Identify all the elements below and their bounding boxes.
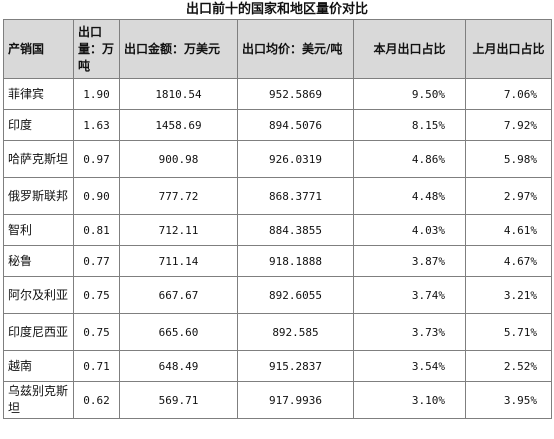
this-month-cell: 4.86% <box>353 140 466 178</box>
last-month-cell: 2.52% <box>465 350 552 382</box>
this-month-cell: 3.87% <box>353 245 466 277</box>
price-cell: 892.585 <box>237 313 354 351</box>
last-month-cell: 7.92% <box>465 109 552 141</box>
country-cell: 阿尔及利亚 <box>3 276 74 314</box>
table-title: 出口前十的国家和地区量价对比 <box>185 2 368 17</box>
volume-cell: 0.75 <box>73 276 120 314</box>
amount-cell: 712.11 <box>119 214 238 246</box>
country-cell: 乌兹别克斯坦 <box>3 381 74 419</box>
volume-cell: 0.90 <box>73 177 120 215</box>
amount-cell: 1458.69 <box>119 109 238 141</box>
table-row: 越南 0.71 648.49 915.2837 3.54% 2.52% <box>3 350 552 382</box>
table-row: 乌兹别克斯坦 0.62 569.71 917.9936 3.10% 3.95% <box>3 381 552 419</box>
header-price: 出口均价：美元/吨 <box>237 19 354 79</box>
amount-cell: 665.60 <box>119 313 238 351</box>
table-row: 菲律宾 1.90 1810.54 952.5869 9.50% 7.06% <box>3 78 552 110</box>
header-this-month-share: 本月出口占比 <box>353 19 466 79</box>
last-month-cell: 5.98% <box>465 140 552 178</box>
amount-cell: 711.14 <box>119 245 238 277</box>
country-cell: 智利 <box>3 214 74 246</box>
table-row: 秘鲁 0.77 711.14 918.1888 3.87% 4.67% <box>3 245 552 277</box>
last-month-cell: 4.67% <box>465 245 552 277</box>
header-last-month-share: 上月出口占比 <box>465 19 552 79</box>
table-row: 印度 1.63 1458.69 894.5076 8.15% 7.92% <box>3 109 552 141</box>
this-month-cell: 9.50% <box>353 78 466 110</box>
this-month-cell: 3.73% <box>353 313 466 351</box>
volume-cell: 0.75 <box>73 313 120 351</box>
table-row: 哈萨克斯坦 0.97 900.98 926.0319 4.86% 5.98% <box>3 140 552 178</box>
price-cell: 892.6055 <box>237 276 354 314</box>
amount-cell: 900.98 <box>119 140 238 178</box>
last-month-cell: 2.97% <box>465 177 552 215</box>
price-cell: 894.5076 <box>237 109 354 141</box>
amount-cell: 1810.54 <box>119 78 238 110</box>
country-cell: 俄罗斯联邦 <box>3 177 74 215</box>
country-cell: 越南 <box>3 350 74 382</box>
last-month-cell: 3.21% <box>465 276 552 314</box>
amount-cell: 569.71 <box>119 381 238 419</box>
price-cell: 926.0319 <box>237 140 354 178</box>
price-cell: 915.2837 <box>237 350 354 382</box>
volume-cell: 0.77 <box>73 245 120 277</box>
last-month-cell: 3.95% <box>465 381 552 419</box>
this-month-cell: 4.48% <box>353 177 466 215</box>
price-cell: 868.3771 <box>237 177 354 215</box>
country-cell: 哈萨克斯坦 <box>3 140 74 178</box>
header-volume: 出口量：万吨 <box>73 19 120 79</box>
this-month-cell: 3.10% <box>353 381 466 419</box>
volume-cell: 1.90 <box>73 78 120 110</box>
last-month-cell: 5.71% <box>465 313 552 351</box>
amount-cell: 648.49 <box>119 350 238 382</box>
price-cell: 918.1888 <box>237 245 354 277</box>
volume-cell: 0.81 <box>73 214 120 246</box>
country-cell: 印度尼西亚 <box>3 313 74 351</box>
country-cell: 秘鲁 <box>3 245 74 277</box>
price-cell: 884.3855 <box>237 214 354 246</box>
header-country: 产销国 <box>3 19 74 79</box>
volume-cell: 0.97 <box>73 140 120 178</box>
country-cell: 印度 <box>3 109 74 141</box>
last-month-cell: 7.06% <box>465 78 552 110</box>
header-row: 产销国 出口量：万吨 出口金额：万美元 出口均价：美元/吨 本月出口占比 上月出… <box>3 19 552 79</box>
volume-cell: 0.62 <box>73 381 120 419</box>
price-cell: 917.9936 <box>237 381 354 419</box>
this-month-cell: 3.74% <box>353 276 466 314</box>
this-month-cell: 4.03% <box>353 214 466 246</box>
header-amount: 出口金额：万美元 <box>119 19 238 79</box>
volume-cell: 0.71 <box>73 350 120 382</box>
table-row: 印度尼西亚 0.75 665.60 892.585 3.73% 5.71% <box>3 313 552 351</box>
amount-cell: 777.72 <box>119 177 238 215</box>
table-row: 智利 0.81 712.11 884.3855 4.03% 4.61% <box>3 214 552 246</box>
table-row: 俄罗斯联邦 0.90 777.72 868.3771 4.48% 2.97% <box>3 177 552 215</box>
price-cell: 952.5869 <box>237 78 354 110</box>
this-month-cell: 3.54% <box>353 350 466 382</box>
this-month-cell: 8.15% <box>353 109 466 141</box>
country-cell: 菲律宾 <box>3 78 74 110</box>
amount-cell: 667.67 <box>119 276 238 314</box>
last-month-cell: 4.61% <box>465 214 552 246</box>
table-row: 阿尔及利亚 0.75 667.67 892.6055 3.74% 3.21% <box>3 276 552 314</box>
export-comparison-table: 产销国 出口量：万吨 出口金额：万美元 出口均价：美元/吨 本月出口占比 上月出… <box>3 19 552 419</box>
volume-cell: 1.63 <box>73 109 120 141</box>
